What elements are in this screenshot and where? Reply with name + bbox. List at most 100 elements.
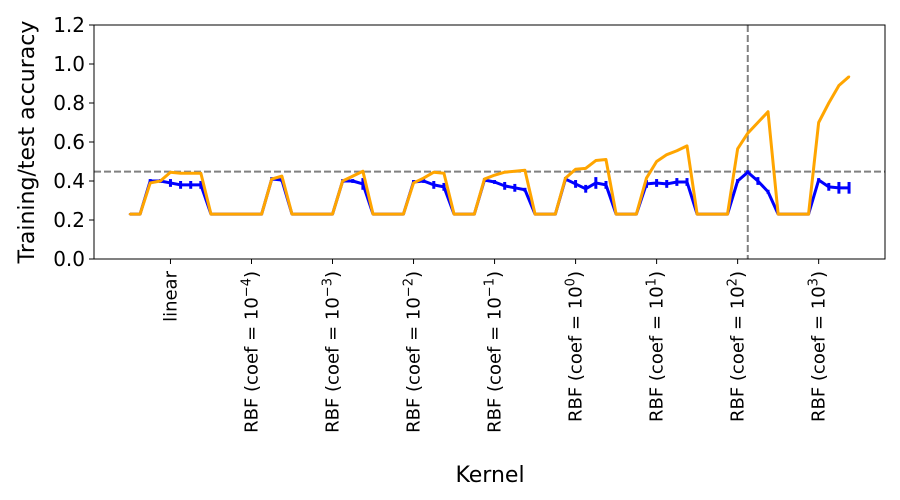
training-point [614,212,618,216]
training-point [402,212,405,216]
training-point [321,212,324,216]
training-point [837,84,841,87]
training-point [128,212,132,216]
y-tick-label: 0.4 [53,169,85,193]
test-point [736,179,739,183]
y-axis-label: Training/test accuracy [15,21,40,265]
training-point [665,153,668,156]
training-point [787,212,790,216]
test-point [574,182,577,186]
training-point [280,174,284,178]
training-point [807,212,810,216]
training-point [574,168,577,171]
training-point [240,212,243,216]
y-tick-label: 1.0 [53,52,85,76]
training-point [827,101,830,105]
training-point [169,171,172,174]
training-point [159,179,162,183]
training-point [331,212,334,216]
training-point [625,212,628,216]
training-point [523,169,527,172]
training-point [311,212,314,216]
test-point [179,183,182,187]
test-point [837,186,841,190]
training-point [503,171,506,174]
training-point [260,212,263,216]
training-point [300,212,304,216]
training-point [442,172,446,175]
training-point [655,160,658,163]
training-accuracy-line [129,75,851,216]
training-point [452,212,456,216]
training-point [361,170,365,173]
test-point [503,184,506,188]
test-point [847,186,851,190]
training-point [473,212,476,216]
training-point [685,144,689,148]
training-point [219,212,223,216]
test-point [756,179,760,183]
test-point [594,181,598,185]
test-point [442,185,446,189]
training-point [847,75,851,78]
test-point [665,182,668,186]
test-point [493,180,496,184]
training-point [341,179,344,183]
test-point [422,179,425,183]
training-point [554,212,557,216]
training-point [766,110,770,113]
training-point [149,181,152,185]
training-point [179,172,182,175]
y-tick-label: 0.0 [53,247,85,271]
training-point [716,212,719,216]
training-point [675,149,679,152]
test-point [169,181,172,185]
test-point [351,179,354,183]
test-point [513,186,517,190]
training-point [706,212,709,216]
training-point [726,212,729,216]
training-point [493,173,496,177]
test-point [827,185,830,189]
training-point [371,212,375,216]
training-point [422,176,425,180]
test-point [199,183,203,187]
x-tick-label: RBF (coef = 10−4) [239,271,262,433]
training-point [483,177,486,181]
x-tick-label: RBF (coef = 10−2) [402,271,425,433]
training-point [513,170,517,173]
training-point [392,212,395,216]
x-tick-label: linear [160,270,181,322]
training-point [250,212,253,216]
training-point [776,212,780,216]
test-point [523,188,527,191]
training-point [594,159,598,162]
test-point [189,183,192,187]
training-point [189,172,192,175]
x-tick-label: RBF (coef = 101) [645,271,668,422]
test-point [604,183,608,187]
training-point [432,171,435,174]
training-point [564,176,567,180]
training-point [270,177,273,181]
test-point [766,190,770,193]
y-tick-label: 0.2 [53,208,85,232]
y-tick-label: 0.6 [53,130,85,154]
training-point [756,121,760,124]
x-tick-label: RBF (coef = 10−1) [483,271,506,433]
y-tick-label: 0.8 [53,91,85,115]
training-point [695,212,699,216]
training-point [533,212,537,216]
training-point [138,212,142,216]
training-point [635,212,638,216]
training-point [797,212,800,216]
test-point [361,182,365,186]
test-point [432,183,435,187]
training-point [199,172,203,175]
x-axis-label: Kernel [455,463,524,488]
training-point [817,121,820,124]
x-tick-label: RBF (coef = 102) [726,271,749,422]
training-point [290,212,294,216]
training-point [645,176,648,180]
